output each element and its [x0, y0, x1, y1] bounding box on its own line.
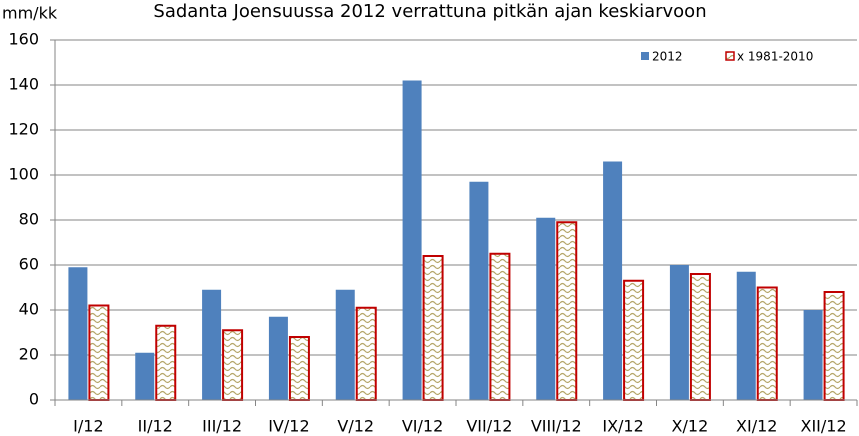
x-tick-label: VI/12	[402, 417, 443, 436]
y-tick-label: 80	[19, 210, 39, 229]
bar	[135, 352, 155, 400]
y-axis-label: mm/kk	[2, 4, 58, 23]
chart-title: Sadanta Joensuussa 2012 verrattuna pitkä…	[153, 1, 706, 22]
y-tick-label: 20	[19, 345, 39, 364]
bar	[736, 271, 756, 400]
x-tick-label: III/12	[202, 417, 242, 436]
y-tick-label: 100	[8, 165, 39, 184]
bar	[202, 289, 222, 400]
bar	[603, 161, 623, 400]
bar	[355, 306, 377, 401]
y-tick-label: 40	[19, 300, 39, 319]
x-tick-label: IV/12	[268, 417, 309, 436]
bar	[268, 316, 288, 400]
bar	[335, 289, 355, 400]
bar	[155, 324, 177, 401]
x-tick-label: XI/12	[736, 417, 777, 436]
bar	[756, 286, 778, 401]
bar	[489, 252, 511, 401]
legend-label: x 1981-2010	[737, 50, 813, 64]
y-tick-label: 0	[29, 390, 39, 409]
bar	[669, 265, 689, 400]
bar	[823, 291, 845, 401]
x-tick-label: II/12	[138, 417, 173, 436]
bar	[536, 217, 556, 400]
x-tick-label: IX/12	[602, 417, 643, 436]
bar	[623, 279, 645, 401]
bar	[689, 273, 711, 401]
y-tick-label: 140	[8, 75, 39, 94]
x-tick-label: XII/12	[801, 417, 847, 436]
y-tick-label: 60	[19, 255, 39, 274]
bar	[68, 267, 88, 400]
bar	[88, 304, 110, 401]
y-tick-label: 160	[8, 30, 39, 49]
legend-swatch	[725, 51, 735, 61]
bar	[556, 221, 578, 401]
x-tick-label: VIII/12	[531, 417, 582, 436]
bar	[288, 336, 310, 401]
y-tick-label: 120	[8, 120, 39, 139]
bar	[402, 80, 422, 400]
x-tick-label: X/12	[672, 417, 709, 436]
legend-swatch	[641, 52, 649, 60]
bar	[803, 310, 823, 400]
x-tick-label: V/12	[337, 417, 374, 436]
bar	[222, 329, 244, 401]
x-tick-label: VII/12	[466, 417, 512, 436]
x-tick-label: I/12	[73, 417, 103, 436]
bar	[469, 181, 489, 400]
bar	[422, 255, 444, 401]
legend-label: 2012	[652, 50, 683, 64]
